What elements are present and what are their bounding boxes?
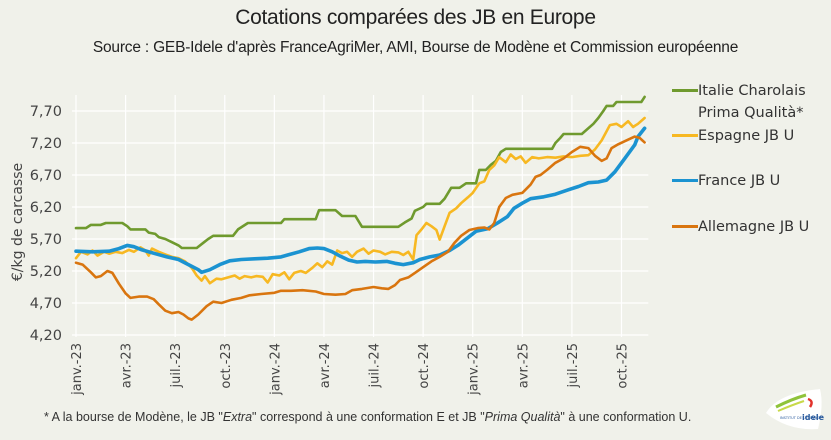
x-tick-label: avr.-23 — [120, 343, 135, 388]
svg-text:idele: idele — [802, 413, 825, 422]
footnote-text: Extra — [222, 410, 253, 424]
chart-subtitle: Source : GEB-Idele d'après FranceAgriMer… — [92, 39, 739, 56]
x-tick-label: janv.-23 — [70, 343, 85, 396]
series-line-france — [74, 126, 647, 275]
legend-item-espagne: Espagne JB U — [672, 125, 831, 147]
y-tick-label: 4,70 — [30, 296, 62, 312]
legend-label: Allemagne JB U — [698, 219, 810, 235]
y-tick-label: 4,20 — [30, 328, 62, 344]
legend-item-italie: Italie Charolais Prima Qualità* — [672, 80, 831, 124]
y-axis-label: €/kg de carcasse — [10, 163, 26, 281]
y-tick-label: 7,20 — [30, 136, 62, 152]
y-tick-label: 5,70 — [30, 232, 62, 248]
x-tick-label: oct.-24 — [417, 343, 432, 389]
legend-item-france: France JB U — [672, 170, 831, 192]
legend-swatch — [672, 134, 698, 137]
y-axis-ticks: 4,20 4,70 5,20 5,70 6,20 6,70 7,20 7,70 — [30, 104, 62, 344]
footnote-text: " à une conformation U. — [560, 410, 692, 424]
legend-label: France JB U — [698, 173, 781, 189]
y-tick-label: 7,70 — [30, 104, 62, 120]
x-tick-label: janv.-25 — [467, 343, 482, 396]
svg-text:INSTITUT DE L'ÉLEVAGE: INSTITUT DE L'ÉLEVAGE — [780, 415, 822, 420]
series-line-italie — [74, 95, 646, 250]
legend-swatch — [672, 179, 698, 182]
x-axis-ticks: janv.-23 avr.-23 juil.-23 oct.-23 janv.-24 av… — [70, 343, 630, 396]
legend-label: Espagne JB U — [698, 128, 795, 144]
x-tick-label: avr.-24 — [318, 343, 333, 388]
footnote: * A la bourse de Modène, le JB "Extra" c… — [44, 410, 691, 424]
idele-logo: INSTITUT DE L'ÉLEVAGE idele — [758, 385, 828, 435]
legend-swatch — [672, 225, 698, 228]
footnote-text: " correspond à une conformation E et JB … — [252, 410, 485, 424]
legend-swatch — [672, 89, 698, 92]
x-tick-label: juil.-24 — [368, 343, 383, 388]
series-lines — [74, 95, 647, 321]
y-tick-label: 5,20 — [30, 264, 62, 280]
x-tick-label: oct.-23 — [219, 343, 234, 389]
y-tick-label: 6,20 — [30, 200, 62, 216]
x-tick-label: janv.-24 — [268, 343, 283, 396]
chart-title: Cotations comparées des JB en Europe — [235, 6, 596, 29]
x-tick-label: juil.-23 — [169, 343, 184, 388]
legend-label: Italie Charolais Prima Qualità* — [698, 83, 806, 121]
x-tick-label: juil.-25 — [566, 343, 581, 388]
grid — [72, 95, 649, 337]
series-line-allemagne — [74, 135, 646, 321]
legend-item-allemagne: Allemagne JB U — [672, 216, 831, 238]
x-tick-label: oct.-25 — [615, 343, 630, 389]
y-tick-label: 6,70 — [30, 168, 62, 184]
footnote-text: * A la bourse de Modène, le JB " — [44, 410, 223, 424]
logo-badge — [766, 389, 822, 430]
footnote-text: Prima Qualità — [484, 410, 561, 424]
x-tick-label: avr.-25 — [516, 343, 531, 388]
